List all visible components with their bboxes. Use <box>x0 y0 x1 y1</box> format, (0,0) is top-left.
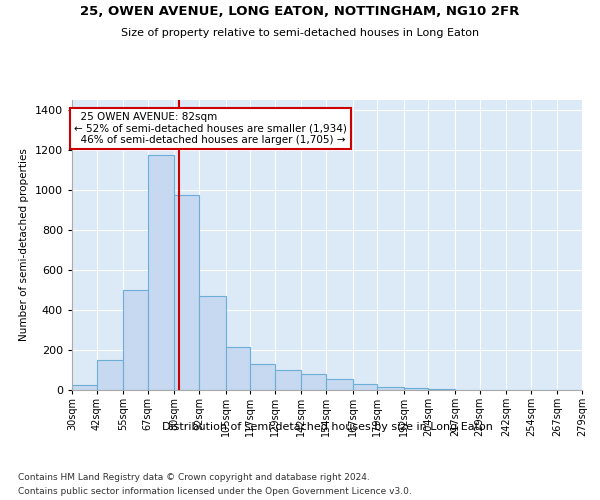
Bar <box>404 388 428 390</box>
Text: 25 OWEN AVENUE: 82sqm
← 52% of semi-detached houses are smaller (1,934)
  46% of: 25 OWEN AVENUE: 82sqm ← 52% of semi-deta… <box>74 112 347 145</box>
Text: Distribution of semi-detached houses by size in Long Eaton: Distribution of semi-detached houses by … <box>161 422 493 432</box>
Text: Size of property relative to semi-detached houses in Long Eaton: Size of property relative to semi-detach… <box>121 28 479 38</box>
Bar <box>250 364 275 390</box>
Bar <box>326 379 353 390</box>
Text: Contains HM Land Registry data © Crown copyright and database right 2024.: Contains HM Land Registry data © Crown c… <box>18 472 370 482</box>
Text: 25, OWEN AVENUE, LONG EATON, NOTTINGHAM, NG10 2FR: 25, OWEN AVENUE, LONG EATON, NOTTINGHAM,… <box>80 5 520 18</box>
Bar <box>97 360 123 390</box>
Bar <box>226 347 250 390</box>
Bar <box>301 374 326 390</box>
Bar <box>175 195 199 390</box>
Bar <box>72 385 97 390</box>
Bar <box>148 155 175 390</box>
Bar <box>428 389 455 390</box>
Bar <box>353 384 377 390</box>
Bar <box>377 387 404 390</box>
Bar <box>275 370 301 390</box>
Y-axis label: Number of semi-detached properties: Number of semi-detached properties <box>19 148 29 342</box>
Text: Contains public sector information licensed under the Open Government Licence v3: Contains public sector information licen… <box>18 488 412 496</box>
Bar <box>123 290 148 390</box>
Bar <box>199 296 226 390</box>
